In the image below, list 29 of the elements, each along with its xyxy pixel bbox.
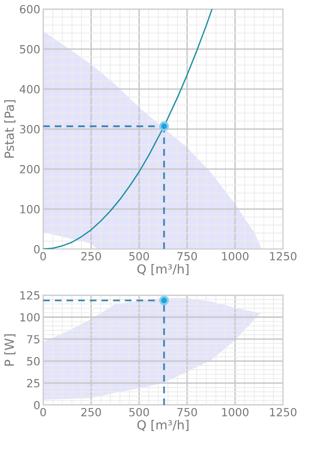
y-tick-label: 600	[20, 5, 40, 14]
x-tick-label: 750	[177, 408, 197, 416]
x-tick-label: 500	[129, 252, 149, 260]
y-tick-label: 50	[27, 357, 40, 366]
y-axis-title: P [W]	[4, 334, 16, 366]
y-axis-title: Pstat [Pa]	[4, 100, 16, 158]
x-tick-label: 1000	[222, 252, 248, 260]
x-tick-label: 1250	[270, 408, 296, 416]
y-tick-label: 300	[20, 125, 40, 134]
y-tick-label: 100	[20, 313, 40, 322]
x-axis-title: Q [m³/h]	[137, 264, 188, 276]
y-tick-label: 200	[20, 165, 40, 174]
y-tick-label: 400	[20, 85, 40, 94]
x-tick-label: 0	[40, 252, 46, 260]
x-tick-label: 1000	[222, 408, 248, 416]
y-tick-label: 0	[34, 400, 40, 410]
y-tick-label: 125	[20, 291, 40, 300]
y-tick-label: 25	[27, 379, 40, 388]
y-tick-label: 0	[34, 245, 40, 254]
y-tick-label: 500	[20, 45, 40, 54]
y-tick-label: 75	[27, 335, 40, 344]
x-tick-label: 750	[177, 252, 197, 260]
x-tick-label: 0	[40, 408, 46, 416]
y-tick-label: 100	[20, 205, 40, 214]
x-tick-label: 500	[129, 408, 149, 416]
x-tick-label: 1250	[270, 252, 296, 260]
x-tick-label: 250	[81, 252, 101, 260]
x-tick-label: 250	[81, 408, 101, 416]
x-axis-title: Q [m³/h]	[137, 420, 188, 432]
